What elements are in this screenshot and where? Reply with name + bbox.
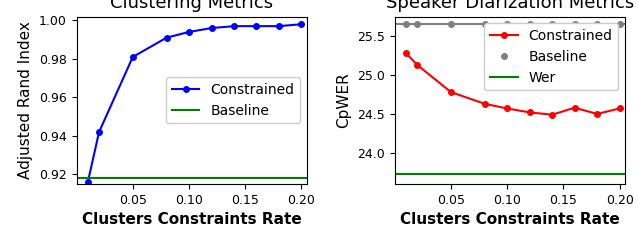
Constrained bbox=[253, 25, 260, 28]
Constrained bbox=[503, 107, 511, 110]
Title: Speaker Diarization Metrics: Speaker Diarization Metrics bbox=[386, 0, 634, 12]
Constrained bbox=[129, 55, 137, 58]
Baseline bbox=[548, 23, 556, 26]
Legend: Constrained, Baseline, Wer: Constrained, Baseline, Wer bbox=[484, 23, 618, 90]
Baseline bbox=[593, 23, 601, 26]
Baseline bbox=[503, 23, 511, 26]
Constrained bbox=[593, 113, 601, 115]
Constrained bbox=[84, 181, 92, 184]
Baseline bbox=[481, 23, 489, 26]
Constrained bbox=[481, 102, 489, 105]
Baseline bbox=[526, 23, 533, 26]
Constrained bbox=[230, 25, 238, 28]
Y-axis label: Adjusted Rand Index: Adjusted Rand Index bbox=[19, 21, 33, 179]
Constrained bbox=[298, 23, 306, 26]
Constrained bbox=[571, 106, 579, 109]
Constrained bbox=[526, 111, 533, 114]
X-axis label: Clusters Constraints Rate: Clusters Constraints Rate bbox=[82, 212, 302, 227]
Constrained bbox=[185, 30, 193, 33]
Baseline bbox=[571, 23, 579, 26]
Constrained bbox=[616, 107, 623, 110]
Constrained bbox=[413, 63, 421, 66]
Constrained bbox=[163, 36, 170, 39]
Title: Clustering Metrics: Clustering Metrics bbox=[110, 0, 274, 12]
Constrained bbox=[208, 27, 216, 30]
Legend: Constrained, Baseline: Constrained, Baseline bbox=[166, 77, 300, 123]
Constrained bbox=[95, 131, 103, 134]
Line: Constrained: Constrained bbox=[403, 50, 623, 118]
Baseline bbox=[402, 23, 410, 26]
Baseline bbox=[616, 23, 623, 26]
Line: Constrained: Constrained bbox=[85, 21, 304, 185]
Line: Baseline: Baseline bbox=[403, 21, 623, 27]
Constrained bbox=[447, 91, 455, 93]
X-axis label: Clusters Constraints Rate: Clusters Constraints Rate bbox=[400, 212, 620, 227]
Baseline bbox=[447, 23, 455, 26]
Baseline bbox=[413, 23, 421, 26]
Constrained bbox=[275, 25, 283, 28]
Constrained bbox=[402, 52, 410, 55]
Y-axis label: CpWER: CpWER bbox=[337, 72, 352, 128]
Constrained bbox=[548, 113, 556, 116]
